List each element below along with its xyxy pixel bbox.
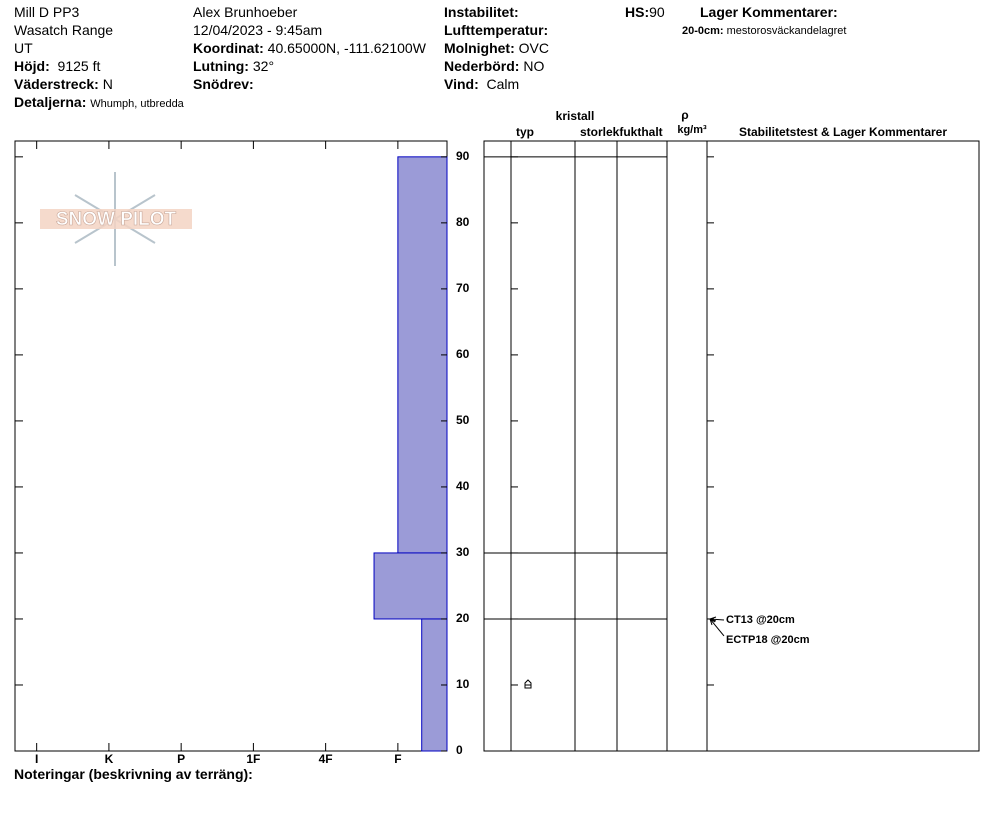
field: Molnighet: OVC: [444, 40, 549, 56]
datetime: 12/04/2023 - 9:45am: [193, 22, 323, 38]
test-label: CT13 @20cm: [726, 614, 795, 626]
value: OVC: [518, 40, 549, 56]
value: 32°: [252, 58, 275, 74]
y-tick-label: 90: [456, 149, 470, 163]
hardness-bar: [397, 156, 448, 554]
column-header: fukthalt: [619, 125, 662, 139]
grain-symbol: [524, 679, 532, 689]
x-tick-label: 4F: [319, 752, 333, 766]
test-label: ECTP18 @20cm: [726, 634, 810, 646]
value: NO: [523, 58, 545, 74]
range: Wasatch Range: [14, 22, 114, 38]
hardness-bar: [373, 552, 448, 620]
column-header: ρ: [681, 108, 688, 122]
label: Nederbörd:: [444, 58, 520, 74]
label: Lager Kommentarer:: [700, 4, 838, 20]
y-tick-label: 50: [456, 413, 470, 427]
column-header: typ: [516, 125, 534, 139]
field: Höjd: 9125 ft: [14, 58, 100, 74]
y-tick-label: 10: [456, 677, 470, 691]
label: Väderstreck:: [14, 76, 99, 92]
y-tick-label: 40: [456, 479, 470, 493]
x-tick-label: F: [394, 752, 401, 766]
range: 20-0cm:: [682, 25, 724, 37]
test-arrowhead: [709, 618, 717, 626]
label: Detaljerna:: [14, 94, 87, 110]
column-header: Stabilitetstest & Lager Kommentarer: [739, 125, 947, 139]
column-header: storlek: [580, 125, 620, 139]
x-tick-label: 1F: [246, 752, 260, 766]
field: Väderstreck: N: [14, 76, 113, 92]
label: Snödrev:: [193, 76, 254, 92]
y-tick-label: 80: [456, 215, 470, 229]
y-tick-label: 60: [456, 347, 470, 361]
label: Lufttemperatur:: [444, 22, 549, 38]
x-tick-label: P: [177, 752, 185, 766]
test-arrow: [709, 618, 725, 621]
field: Koordinat: 40.65000N, -111.62100W: [193, 40, 426, 56]
value: Whumph, utbredda: [90, 98, 184, 110]
chart: SNOW PILOT typ kristall storlek fukthalt…: [14, 108, 980, 766]
logo-band: [40, 209, 192, 229]
field: Nederbörd: NO: [444, 58, 544, 74]
label: Lutning:: [193, 58, 249, 74]
value: N: [102, 76, 113, 92]
field: Vind: Calm: [444, 76, 519, 92]
column-header: kg/m³: [677, 124, 707, 136]
test-arrow: [709, 618, 725, 637]
field: Lufttemperatur:: [444, 22, 548, 38]
label: Koordinat:: [193, 40, 264, 56]
label: Höjd:: [14, 58, 50, 74]
label: HS:: [625, 4, 650, 20]
site: Mill D PP3: [14, 4, 80, 20]
y-tick-label: 0: [456, 743, 463, 757]
layer-comment: 20-0cm: mestorosväckandelagret: [682, 23, 846, 39]
column-header: kristall: [556, 109, 595, 123]
observer: Alex Brunhoeber: [193, 4, 298, 20]
y-tick-label: 20: [456, 611, 470, 625]
field: Detaljerna: Whumph, utbredda: [14, 94, 184, 112]
notes-label: Noteringar (beskrivning av terräng):: [14, 766, 253, 782]
label: Instabilitet:: [444, 4, 519, 20]
field: HS:90: [625, 4, 665, 20]
field: Lager Kommentarer:: [700, 4, 838, 20]
profile-frame: [14, 140, 448, 752]
text: mestorosväckandelagret: [726, 25, 847, 37]
value: 90: [649, 4, 665, 20]
x-tick-label: I: [35, 752, 38, 766]
field: Lutning: 32°: [193, 58, 274, 74]
value: 9125 ft: [57, 58, 101, 74]
field: Instabilitet:: [444, 4, 519, 20]
value: 40.65000N, -111.62100W: [267, 40, 426, 56]
y-tick-label: 70: [456, 281, 470, 295]
label: Vind:: [444, 76, 479, 92]
label: Molnighet:: [444, 40, 515, 56]
table-frame: [483, 140, 980, 752]
logo-text: SNOW PILOT: [56, 209, 177, 230]
y-tick-label: 30: [456, 545, 470, 559]
field: Snödrev:: [193, 76, 254, 92]
value: Calm: [486, 76, 520, 92]
state: UT: [14, 40, 33, 56]
x-tick-label: K: [105, 752, 114, 766]
